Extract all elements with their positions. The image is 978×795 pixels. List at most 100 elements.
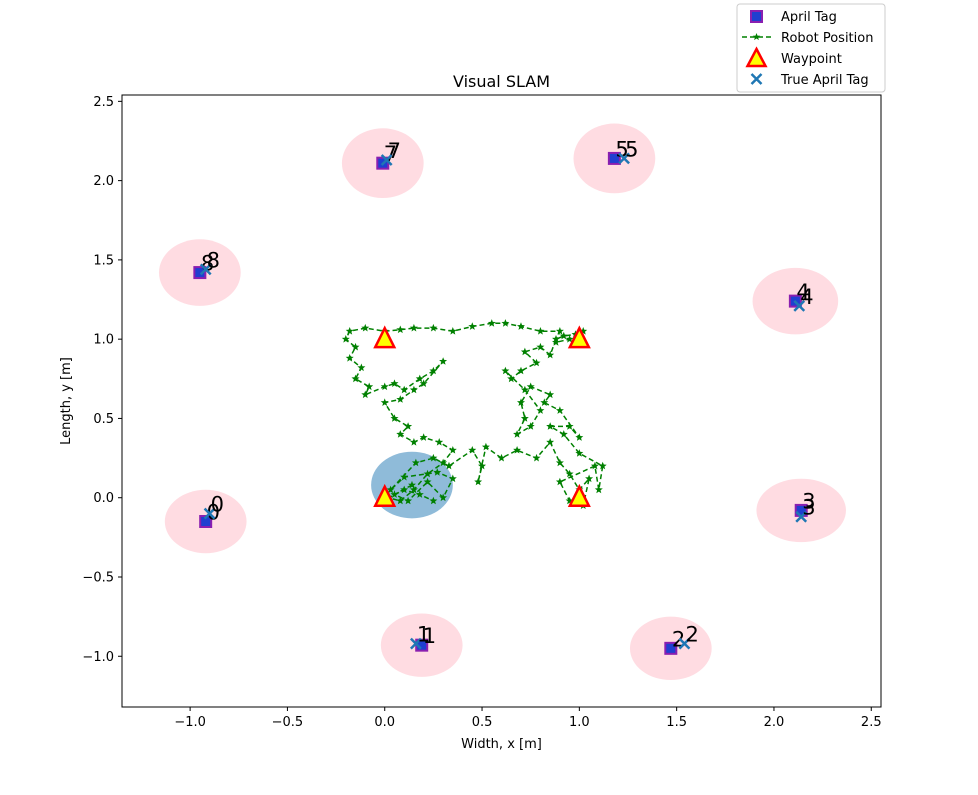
- robot-position-marker: [351, 342, 360, 351]
- true-april-tag-marker-5: [618, 152, 630, 165]
- true-april-tag-label-4: 4: [800, 285, 813, 309]
- y-tick-label: −0.5: [82, 570, 114, 585]
- y-tick-label: −1.0: [82, 650, 114, 665]
- april-tag-label-3: 3: [802, 489, 815, 513]
- robot-position-marker: [555, 327, 564, 335]
- robot-position-marker: [513, 430, 522, 438]
- robot-position-marker: [390, 414, 399, 422]
- robot-position-marker: [478, 461, 486, 470]
- april-tag-marker-8: [193, 266, 207, 280]
- y-tick-label: 2.5: [93, 95, 114, 110]
- robot-position-marker: [590, 461, 599, 470]
- robot-position-marker: [439, 493, 448, 502]
- robot-position-marker: [517, 398, 525, 406]
- robot-position-marker: [390, 490, 399, 498]
- robot-position-marker: [559, 331, 568, 340]
- robot-position-marker: [423, 477, 432, 486]
- robot-position-marker: [429, 323, 438, 332]
- robot-position-marker: [409, 438, 418, 446]
- robot-position-marker: [400, 485, 409, 494]
- april-tag-label-4: 4: [796, 280, 809, 304]
- robot-position-marker: [400, 385, 409, 394]
- robot-position-marker: [565, 496, 574, 505]
- robot-position-marker: [546, 390, 555, 399]
- april-tag-label-1: 1: [423, 624, 436, 648]
- robot-position-marker: [380, 398, 389, 406]
- robot-position-marker: [386, 485, 395, 494]
- legend-entry-april-tag: April Tag: [750, 10, 837, 25]
- robot-position-marker: [532, 453, 541, 462]
- robot-position-marker: [565, 335, 574, 343]
- robot-position-marker: [497, 453, 506, 462]
- robot-position-marker: [536, 342, 545, 351]
- x-tick-label: 2.0: [764, 715, 785, 730]
- waypoint-marker-1: [567, 483, 591, 507]
- april-tag-marker-5: [607, 151, 621, 165]
- robot-position-marker: [429, 453, 438, 462]
- x-tick-label: 1.0: [569, 715, 590, 730]
- robot-position-marker: [481, 442, 490, 451]
- robot-position-marker: [555, 458, 564, 467]
- robot-position-marker: [409, 485, 418, 494]
- robot-position-marker: [559, 430, 568, 438]
- robot-position-marker: [536, 327, 545, 335]
- ticks-layer: −1.0 −0.5 0.0 0.5 1.0 1.5 2.0 2.5 −1.0 −0.5 0.0 0.5…: [82, 95, 881, 730]
- robot-position-marker: [415, 374, 424, 383]
- robot-position-marker: [396, 496, 405, 505]
- x-axis-label: Width, x [m]: [461, 737, 542, 752]
- april-tag-label-2: 2: [672, 627, 685, 651]
- robot-position-marker: [404, 422, 413, 430]
- robot-position-marker: [520, 414, 529, 422]
- robot-position-marker: [429, 366, 438, 375]
- y-tick-label: 1.5: [93, 253, 114, 268]
- robot-position-marker: [526, 382, 535, 391]
- robot-position-marker: [468, 446, 477, 454]
- robot-position-marker: [439, 357, 448, 365]
- robot-position-marker: [501, 366, 510, 375]
- robot-position-marker: [448, 446, 457, 454]
- true-april-tag-marker-2: [678, 637, 691, 650]
- robot-position-marker: [575, 449, 584, 457]
- x-tick-label: 0.5: [472, 715, 493, 730]
- robot-position-marker: [361, 390, 370, 399]
- y-axis-label: Length, y [m]: [59, 357, 74, 445]
- legend-label-true-april-tag: True April Tag: [780, 73, 869, 88]
- legend-entry-true-april-tag: True April Tag: [750, 73, 869, 88]
- true-april-tag-marker-7: [380, 154, 393, 166]
- robot-position-marker: [555, 406, 564, 414]
- robot-position-marker: [513, 446, 522, 454]
- robot-position-marker: [433, 468, 442, 476]
- true-april-tag-label-3: 3: [802, 496, 815, 520]
- robot-position-marker: [365, 382, 374, 391]
- robot-position-marker: [585, 474, 594, 483]
- robot-position-marker: [404, 496, 413, 505]
- robot-position-marker: [517, 366, 525, 375]
- waypoint-marker-3: [373, 325, 397, 349]
- robot-position-marker: [445, 461, 453, 470]
- robot-position-marker: [390, 379, 399, 387]
- robot-position-marker: [552, 338, 560, 346]
- robot-position-marker: [408, 480, 416, 489]
- robot-position-marker: [400, 472, 409, 481]
- robot-position-marker: [396, 325, 405, 334]
- robot-position-marker: [351, 374, 360, 383]
- legend: April Tag Robot Position Waypoint True A…: [736, 3, 886, 93]
- april-tag-marker-2: [664, 641, 678, 655]
- x-tick-label: −0.5: [272, 715, 304, 730]
- robot-position-marker: [579, 327, 588, 335]
- robot-position-marker: [409, 385, 418, 394]
- y-tick-label: 1.0: [93, 333, 114, 348]
- robot-position-marker: [419, 379, 428, 387]
- robot-position-marker: [468, 322, 477, 330]
- waypoint-marker-2: [567, 325, 591, 349]
- robot-position-marker: [501, 319, 510, 327]
- true-april-tag-marker-4: [793, 299, 806, 312]
- robot-position-marker: [435, 438, 444, 446]
- true-april-tag-marker-0: [203, 507, 216, 520]
- robot-position-marker: [439, 458, 448, 467]
- robot-position-marker: [526, 422, 535, 430]
- true-april-tag-label-2: 2: [685, 623, 698, 647]
- robot-position-marker: [565, 422, 574, 430]
- robot-position-marker: [546, 422, 555, 430]
